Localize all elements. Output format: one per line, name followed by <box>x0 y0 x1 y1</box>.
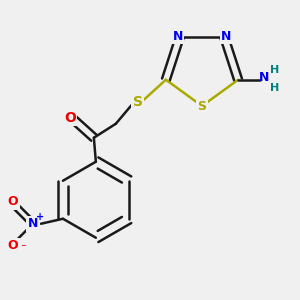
Text: +: + <box>36 212 44 222</box>
Text: N: N <box>221 30 232 43</box>
Text: O: O <box>64 111 76 125</box>
Text: ⁻: ⁻ <box>20 243 26 253</box>
Text: H: H <box>269 65 279 75</box>
Text: S: S <box>133 95 143 109</box>
Text: N: N <box>28 217 38 230</box>
Text: O: O <box>8 239 18 252</box>
Text: S: S <box>197 100 206 112</box>
Text: O: O <box>8 195 18 208</box>
Text: N: N <box>259 71 269 84</box>
Text: N: N <box>172 30 183 43</box>
Text: H: H <box>269 83 279 93</box>
